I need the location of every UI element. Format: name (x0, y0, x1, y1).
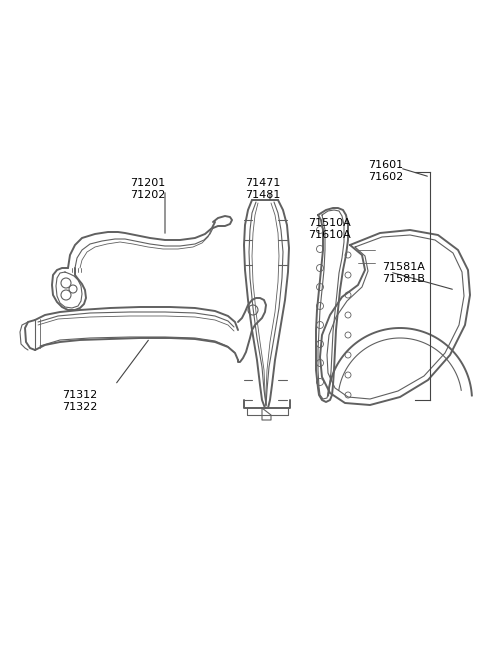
Text: 71201
71202: 71201 71202 (130, 178, 166, 200)
Text: 71312
71322: 71312 71322 (62, 390, 97, 412)
Text: 71471
71481: 71471 71481 (245, 178, 280, 200)
Text: 71601
71602: 71601 71602 (368, 160, 403, 182)
Text: 71581A
71581B: 71581A 71581B (382, 262, 425, 284)
Text: 71510A
71610A: 71510A 71610A (308, 218, 351, 240)
